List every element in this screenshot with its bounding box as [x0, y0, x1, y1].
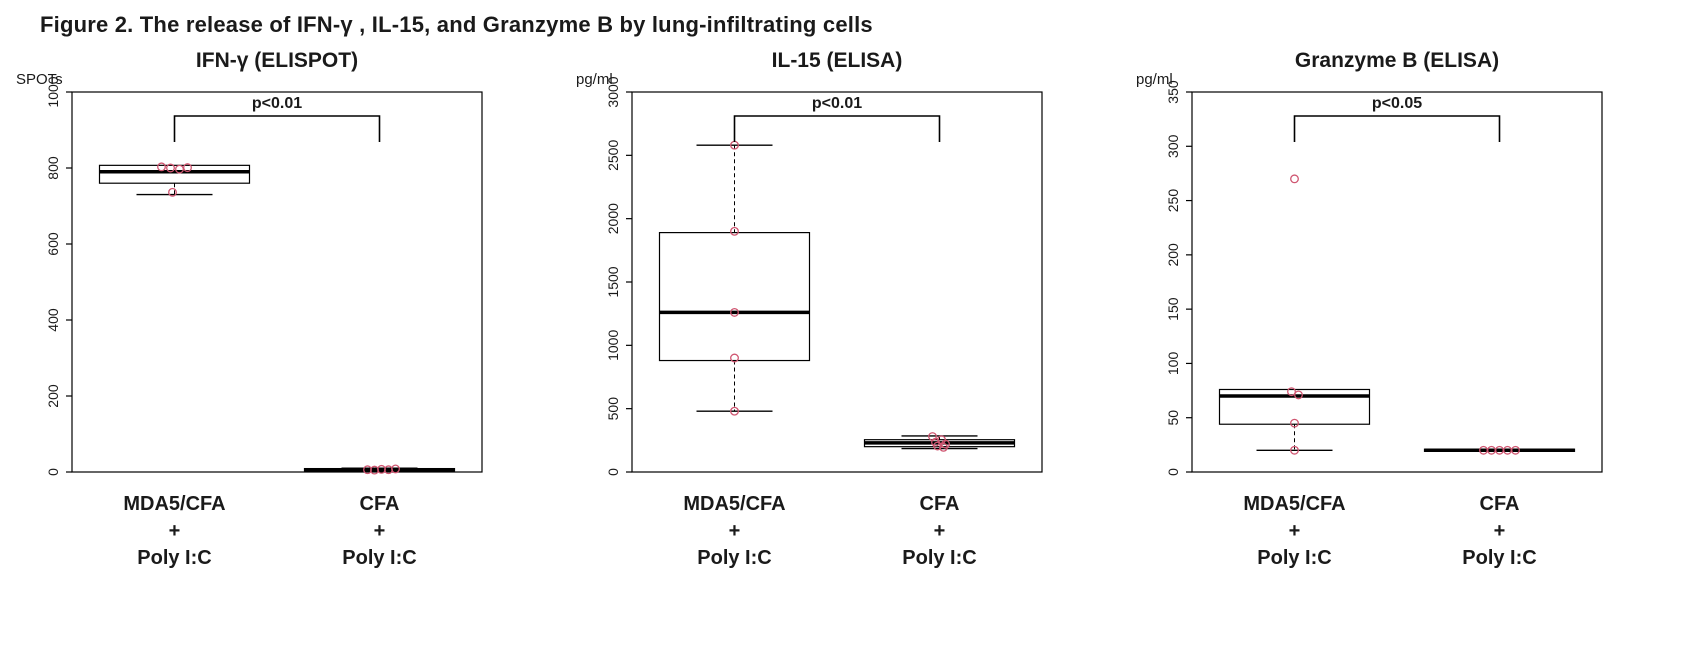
y-tick-label: 800 — [45, 156, 61, 180]
y-tick-label: 200 — [45, 384, 61, 408]
y-tick-label: 200 — [1165, 243, 1181, 267]
group-label: + — [374, 520, 386, 542]
group-label: Poly I:C — [902, 547, 976, 569]
data-point — [166, 163, 175, 173]
y-tick-label: 250 — [1165, 189, 1181, 213]
y-tick-label: 3000 — [605, 76, 621, 107]
group-label: MDA5/CFA — [1243, 493, 1345, 515]
group-label: + — [729, 520, 741, 542]
plot-frame — [71, 91, 483, 473]
data-point — [1294, 390, 1303, 400]
y-tick-label: 0 — [45, 468, 61, 476]
data-point — [168, 187, 177, 197]
group-label: Poly I:C — [137, 547, 211, 569]
y-tick-label: 350 — [1165, 80, 1181, 104]
y-tick-label: 100 — [1165, 352, 1181, 376]
significance-label: p<0.05 — [1372, 95, 1422, 112]
significance-bracket — [733, 115, 941, 142]
data-point — [730, 406, 739, 416]
data-point — [939, 442, 948, 452]
box — [98, 164, 251, 184]
data-point — [1290, 174, 1299, 184]
chart-ifn-gamma-elispot: IFN-γ (ELISPOT) SPOTs 0 200 400 600 800 1000 MDA… — [16, 49, 483, 569]
y-tick-label: 400 — [45, 308, 61, 332]
y-tick-label: 500 — [605, 397, 621, 421]
data-point — [391, 464, 400, 474]
data-point — [730, 353, 739, 363]
data-point — [1511, 445, 1520, 455]
group-label: CFA — [1480, 493, 1520, 515]
panel-title: Granzyme B (ELISA) — [1295, 49, 1499, 72]
y-tick-label: 600 — [45, 232, 61, 256]
significance-label: p<0.01 — [252, 95, 302, 112]
data-point — [1290, 445, 1299, 455]
chart-granzyme-b-elisa: Granzyme B (ELISA) pg/ml 0 50 100 150 200 250 30… — [1136, 49, 1603, 569]
panel-title: IFN-γ (ELISPOT) — [196, 49, 358, 72]
significance-bracket — [173, 115, 381, 142]
group-label: MDA5/CFA — [683, 493, 785, 515]
data-point — [157, 162, 166, 172]
group-label: + — [1494, 520, 1506, 542]
data-point — [183, 163, 192, 173]
group-label: CFA — [360, 493, 400, 515]
data-point — [933, 441, 942, 451]
figure-title: Figure 2. The release of IFN-γ , IL-15, … — [40, 12, 873, 37]
data-point — [730, 226, 739, 236]
chart-il15-elisa: IL-15 (ELISA) pg/ml 0 500 1000 1500 2000 2500 30… — [576, 49, 1043, 569]
box — [658, 232, 811, 362]
y-tick-label: 150 — [1165, 297, 1181, 321]
y-tick-label: 1500 — [605, 266, 621, 297]
y-tick-label: 300 — [1165, 134, 1181, 158]
data-point — [175, 164, 184, 174]
y-tick-label: 0 — [1165, 468, 1181, 476]
group-label: MDA5/CFA — [123, 493, 225, 515]
panels-row: IFN-γ (ELISPOT) SPOTs 0 200 400 600 800 1000 MDA… — [0, 40, 1695, 640]
data-point — [1290, 418, 1299, 428]
group-label: Poly I:C — [1257, 547, 1331, 569]
y-tick-label: 2000 — [605, 203, 621, 234]
y-tick-label: 1000 — [605, 330, 621, 361]
group-label: + — [934, 520, 946, 542]
y-tick-label: 50 — [1165, 410, 1181, 426]
y-tick-label: 2500 — [605, 140, 621, 171]
significance-label: p<0.01 — [812, 95, 862, 112]
y-axis-unit-label: SPOTs — [16, 71, 63, 88]
group-label: Poly I:C — [697, 547, 771, 569]
y-axis-unit-label: pg/ml — [1136, 71, 1173, 88]
data-point — [730, 307, 739, 317]
group-label: + — [1289, 520, 1301, 542]
group-label: Poly I:C — [342, 547, 416, 569]
data-point — [1287, 387, 1296, 397]
panel-title: IL-15 (ELISA) — [772, 49, 903, 72]
significance-bracket — [1293, 115, 1501, 142]
group-label: + — [169, 520, 181, 542]
group-label: Poly I:C — [1462, 547, 1536, 569]
group-label: CFA — [920, 493, 960, 515]
y-axis-unit-label: pg/ml — [576, 71, 613, 88]
y-tick-label: 0 — [605, 468, 621, 476]
y-tick-label: 1000 — [45, 76, 61, 107]
